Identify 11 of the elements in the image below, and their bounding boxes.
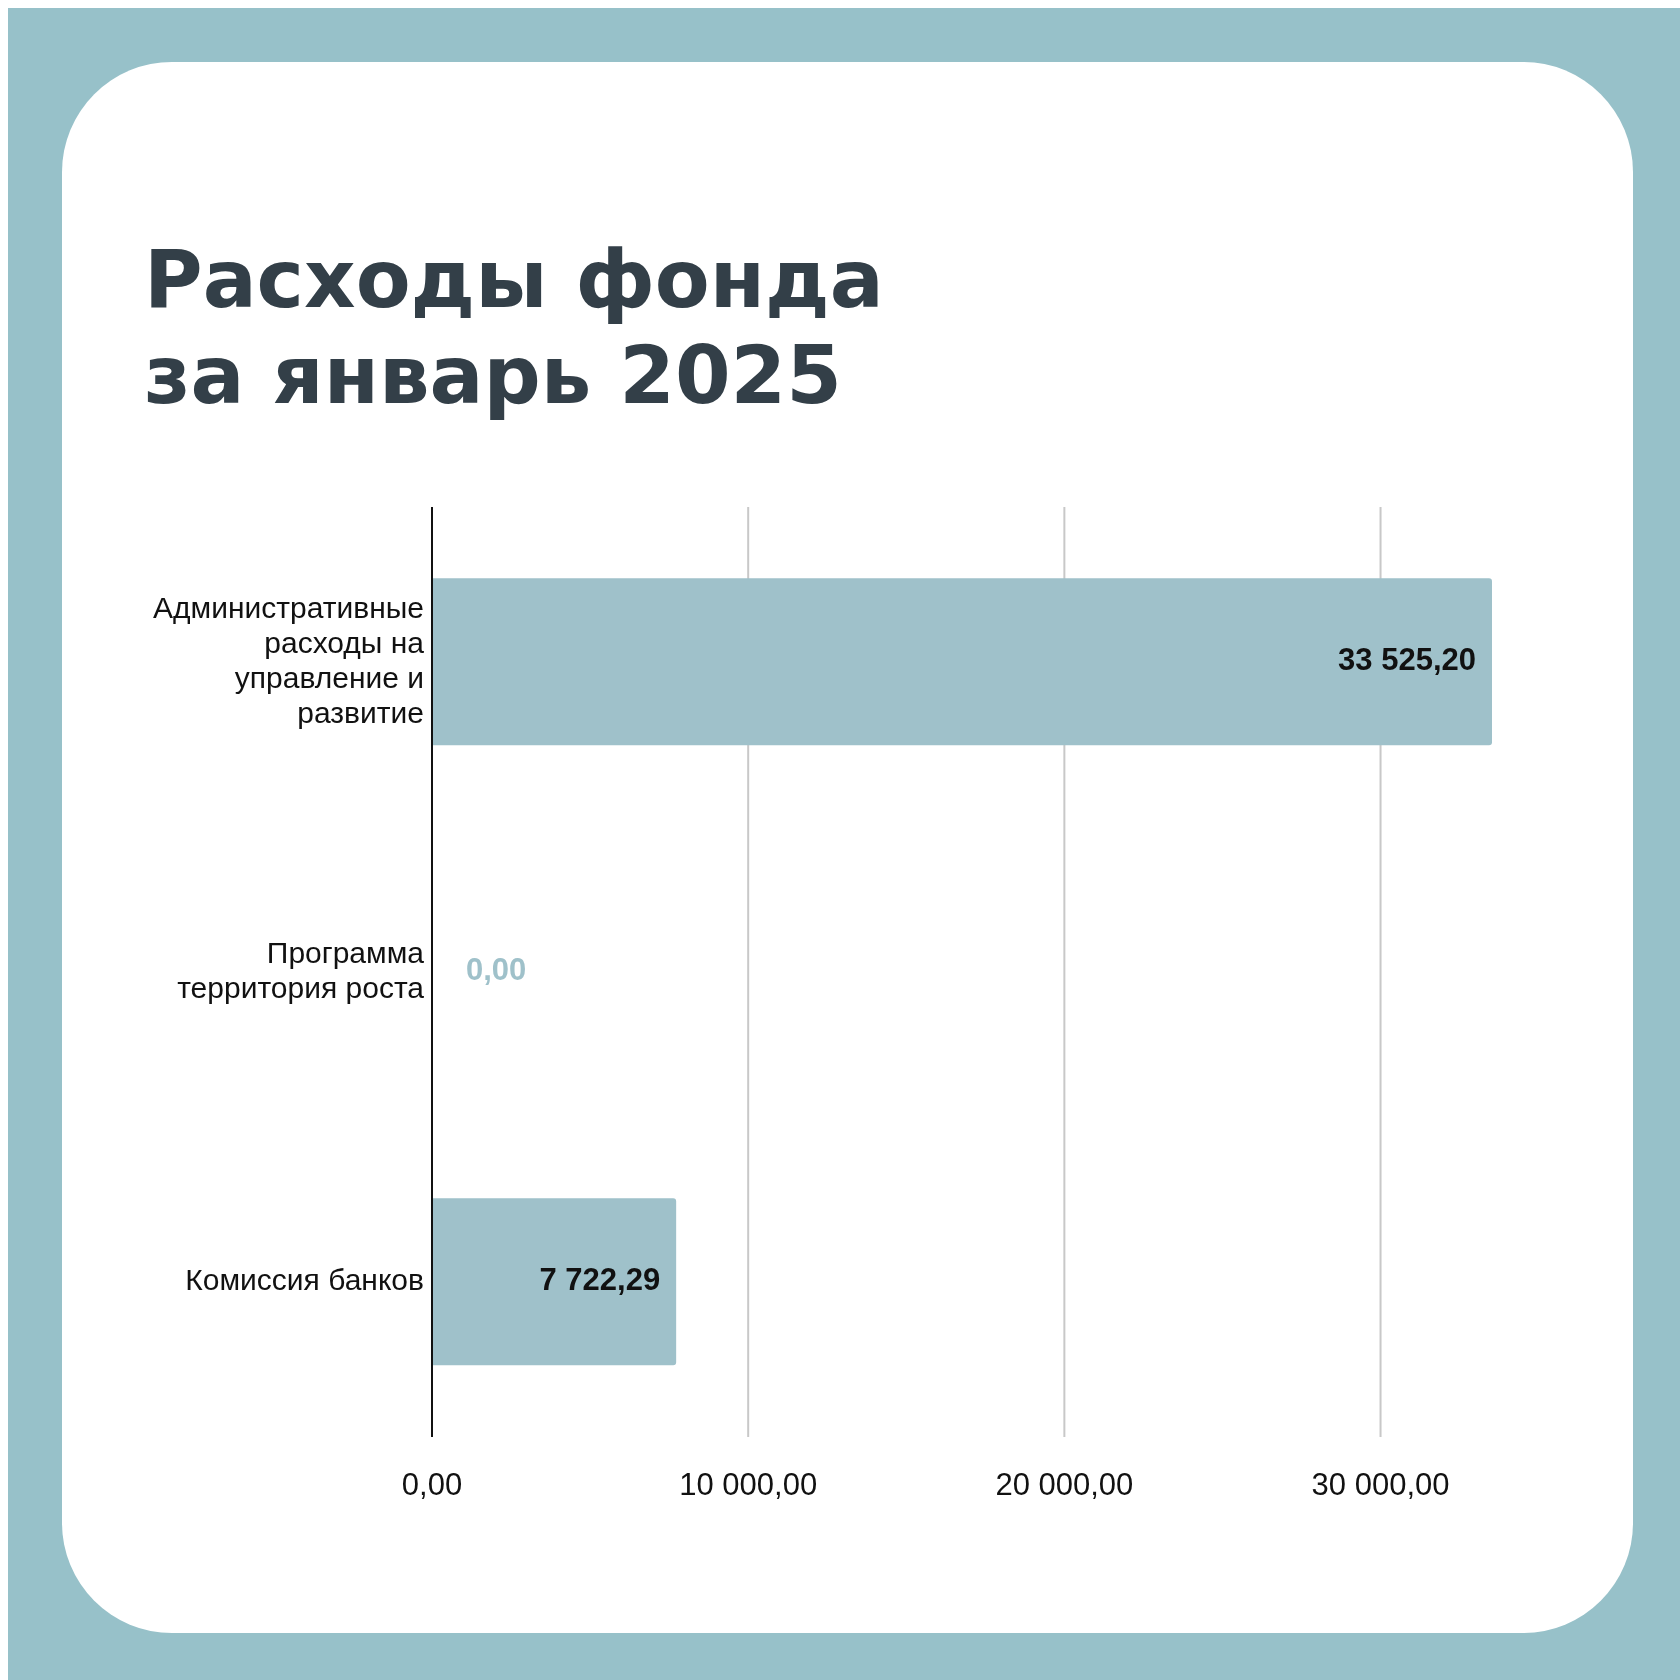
- y-tick-label: Комиссия банков: [185, 1262, 424, 1296]
- y-tick-label: Административные расходы на управление и развитие: [153, 590, 425, 729]
- x-tick-label: 30 000,00: [1311, 1467, 1450, 1503]
- x-tick-label: 20 000,00: [995, 1467, 1134, 1503]
- chart-title: Расходы фонда за январь 2025: [144, 232, 884, 424]
- y-tick-label: Программа территория роста: [177, 935, 425, 1004]
- data-label: 7 722,29: [539, 1262, 661, 1298]
- data-label: 33 525,20: [1338, 642, 1476, 678]
- x-tick-label: 0,00: [401, 1467, 463, 1503]
- x-tick-label: 10 000,00: [679, 1467, 818, 1503]
- data-label: 0,00: [466, 952, 527, 988]
